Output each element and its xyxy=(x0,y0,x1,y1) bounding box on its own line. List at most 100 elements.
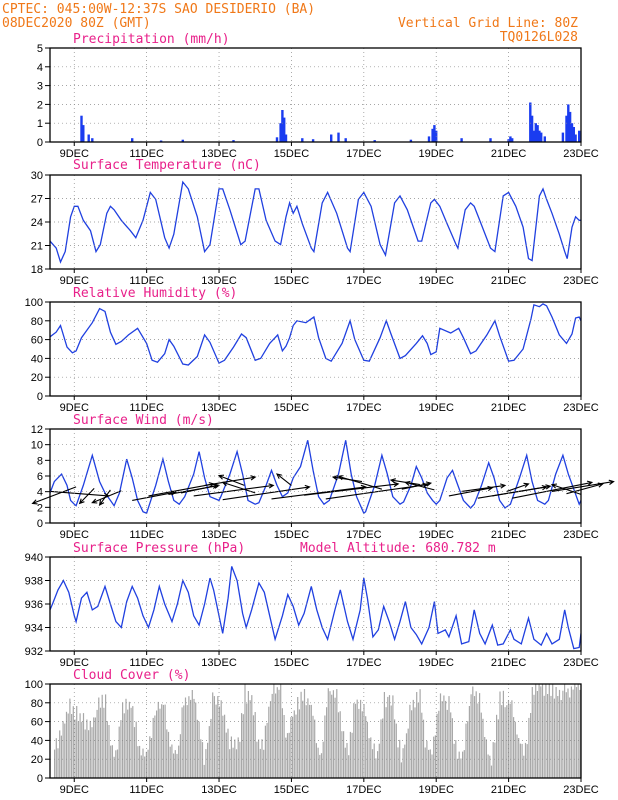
wind-arrow xyxy=(222,484,311,501)
cloud-bar xyxy=(485,739,487,778)
x-tick-label: 11DEC xyxy=(129,148,164,160)
cloud-bar xyxy=(298,709,300,778)
frame-wind xyxy=(49,428,582,524)
cloud-bar xyxy=(297,697,299,778)
line-pressure xyxy=(50,566,581,650)
precip-bar xyxy=(82,125,85,142)
cloud-bar xyxy=(472,686,474,778)
cloud-bar xyxy=(99,707,102,778)
x-tick-label: 15DEC xyxy=(274,657,310,669)
x-tick-label: 9DEC xyxy=(60,275,89,287)
cloud-bar xyxy=(343,731,345,778)
cloud-bar xyxy=(268,706,270,778)
cloud-bar xyxy=(572,689,574,778)
series-humidity xyxy=(50,303,581,366)
cloud-bar xyxy=(222,715,224,778)
x-tick-label: 17DEC xyxy=(346,784,382,796)
precip-bar xyxy=(568,111,572,142)
cloud-bar xyxy=(218,706,221,778)
y-tick-label: 1 xyxy=(37,118,43,130)
cloud-bar xyxy=(511,700,513,778)
cloud-bar xyxy=(467,721,469,778)
y-tick-label: 60 xyxy=(31,335,43,347)
precip-bar xyxy=(534,123,537,142)
cloud-bar xyxy=(405,733,408,778)
cloud-bar xyxy=(564,684,566,778)
panel-wind: Surface Wind (m/s) 0 2 4 6 8 10 12 9DEC 11DEC 13DE… xyxy=(31,413,615,541)
x-tick-label: 21DEC xyxy=(491,784,527,796)
cloud-bar xyxy=(167,731,170,778)
cloud-bar xyxy=(324,715,326,778)
cloud-bar xyxy=(142,748,144,778)
cloud-bar xyxy=(363,704,365,778)
y-tick-label: 40 xyxy=(31,353,43,365)
x-tick-label: 19DEC xyxy=(418,784,454,796)
precip-bar xyxy=(91,138,94,142)
cloud-bar xyxy=(210,718,212,778)
cloud-bar xyxy=(346,743,348,778)
cloud-bar xyxy=(439,693,442,778)
y-tick-label: 20 xyxy=(31,372,43,384)
x-tick-label: 13DEC xyxy=(201,784,237,796)
cloud-bar xyxy=(465,723,467,778)
cloud-bar xyxy=(152,717,154,778)
x-tick-label: 15DEC xyxy=(274,275,310,287)
cloud-bar xyxy=(518,738,520,778)
cloud-bar xyxy=(383,692,385,778)
wind-arrow xyxy=(148,482,215,497)
cloud-bar xyxy=(140,755,142,778)
cloud-bar xyxy=(275,693,277,778)
cloud-bar xyxy=(161,704,163,778)
x-tick-label: 9DEC xyxy=(60,657,89,669)
cloud-bar xyxy=(224,714,226,778)
x-tick-label: 23DEC xyxy=(563,784,599,796)
cloud-bar xyxy=(247,691,249,778)
x-tick-label: 17DEC xyxy=(346,148,382,160)
cloud-bar xyxy=(64,723,66,778)
cloud-bar xyxy=(258,739,260,778)
cloud-bar xyxy=(263,749,265,778)
cloud-bar xyxy=(453,743,455,778)
x-tick-label: 13DEC xyxy=(201,657,237,669)
precip-bar xyxy=(570,123,574,142)
panel-cloud-cover: Cloud Cover (%) 0 20 40 60 80 100 9DEC 11DEC 13DE… xyxy=(25,668,599,796)
precip-bar xyxy=(279,123,282,142)
wind-arrow xyxy=(204,475,257,486)
cloud-bar xyxy=(183,705,185,778)
cloud-bar xyxy=(462,751,464,778)
cloud-bar xyxy=(368,738,370,778)
cloud-bar xyxy=(419,689,421,778)
precip-bar xyxy=(330,134,333,142)
y-tick-label: 0 xyxy=(37,518,43,530)
cloud-bar xyxy=(283,715,285,778)
cloud-bar xyxy=(548,684,550,778)
cloud-bar xyxy=(501,705,503,778)
precip-bar xyxy=(532,130,536,142)
x-tick-label: 9DEC xyxy=(60,784,89,796)
frame-cloud-cover xyxy=(49,683,582,779)
cloud-bar xyxy=(504,707,506,778)
x-tick-label: 19DEC xyxy=(418,657,454,669)
cloud-bar xyxy=(309,704,311,778)
cloud-bar xyxy=(234,739,236,778)
cloud-bar xyxy=(336,689,338,778)
x-tick-label: 19DEC xyxy=(418,275,454,287)
wind-arrow xyxy=(506,482,530,492)
cloud-bar xyxy=(394,719,396,778)
cloud-bar xyxy=(455,740,457,778)
y-tick-label: 30 xyxy=(31,170,43,182)
cloud-bar xyxy=(317,747,319,778)
cloud-bar xyxy=(86,719,88,778)
cloud-bar xyxy=(422,719,425,778)
cloud-bar xyxy=(101,694,103,778)
x-tick-label: 11DEC xyxy=(129,657,164,669)
cloud-bar xyxy=(553,698,555,778)
cloud-bar xyxy=(137,746,139,778)
x-tick-label: 13DEC xyxy=(201,402,237,414)
y-tick-label: 60 xyxy=(31,717,43,729)
wind-arrow xyxy=(275,473,292,486)
cloud-bar xyxy=(523,755,525,778)
cloud-bar xyxy=(188,696,190,778)
cloud-bar xyxy=(166,729,168,778)
cloud-bar xyxy=(115,750,117,778)
